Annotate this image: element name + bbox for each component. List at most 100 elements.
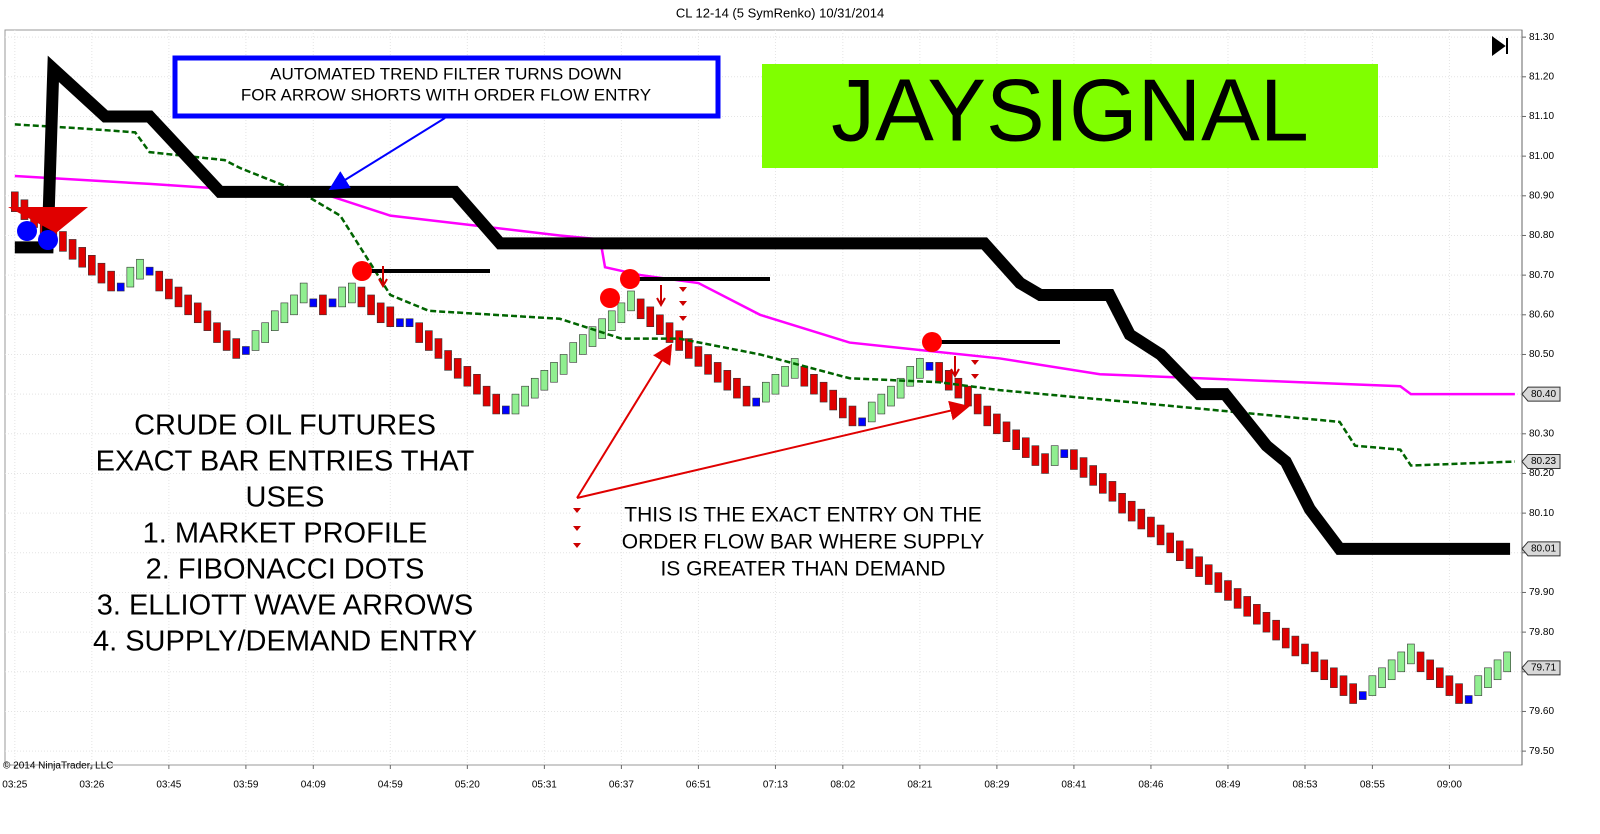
brick	[983, 405, 992, 427]
brick	[1310, 651, 1319, 673]
brick	[906, 366, 915, 387]
brick	[1407, 643, 1415, 665]
brick	[270, 310, 279, 331]
brick	[1291, 635, 1300, 657]
y-tick-label: 80.80	[1529, 230, 1554, 241]
brick	[781, 366, 789, 387]
brick	[78, 247, 87, 268]
brick	[646, 306, 655, 327]
price-tag-label: 79.71	[1531, 662, 1556, 673]
x-tick-label: 05:31	[532, 780, 557, 791]
brick	[1099, 473, 1107, 494]
brick	[155, 270, 164, 292]
y-tick-label: 80.30	[1529, 428, 1554, 439]
profile-dot	[600, 288, 620, 308]
brick	[819, 381, 828, 403]
brick	[579, 334, 587, 355]
brick	[97, 262, 106, 284]
brick	[1021, 437, 1030, 458]
indicator-line	[14, 55, 1511, 555]
brick	[887, 385, 895, 407]
x-tick-label: 03:45	[156, 780, 181, 791]
scroll-end-button[interactable]	[1492, 36, 1508, 56]
note-text: FOR ARROW SHORTS WITH ORDER FLOW ENTRY	[241, 85, 651, 104]
brick	[415, 322, 423, 343]
brick	[338, 286, 346, 308]
brick	[367, 294, 375, 316]
brick	[1137, 508, 1146, 530]
price-tag	[1521, 660, 1561, 676]
y-tick-label: 80.70	[1529, 270, 1554, 281]
brick	[1281, 627, 1290, 649]
brick	[550, 362, 558, 383]
brick	[222, 330, 231, 351]
brick	[348, 282, 356, 304]
y-tick-label: 80.50	[1529, 349, 1554, 360]
brick	[492, 393, 501, 415]
brick	[88, 254, 96, 276]
brick	[174, 286, 183, 308]
brick	[1079, 457, 1088, 478]
brick	[916, 358, 924, 379]
brick	[742, 385, 751, 407]
price-tag	[1521, 541, 1561, 557]
x-tick-label: 07:13	[763, 780, 788, 791]
brick	[116, 282, 125, 292]
note-box	[172, 55, 721, 119]
brick	[1484, 667, 1492, 688]
brick	[319, 294, 327, 316]
brick	[328, 298, 337, 308]
price-tag-label: 80.01	[1531, 543, 1556, 554]
y-tick-label: 80.60	[1529, 309, 1554, 320]
brick	[165, 278, 173, 300]
note-line: 4. SUPPLY/DEMAND ENTRY	[93, 626, 477, 658]
brick	[944, 370, 953, 391]
brick	[242, 346, 250, 355]
x-tick-label: 08:41	[1061, 780, 1086, 791]
x-tick-label: 08:49	[1215, 780, 1240, 791]
brick	[11, 191, 19, 212]
brick	[107, 270, 115, 292]
y-tick-label: 79.50	[1529, 746, 1554, 757]
brick	[530, 377, 539, 399]
brick	[1127, 500, 1136, 522]
brick	[935, 362, 943, 383]
brick	[665, 322, 674, 343]
brick	[752, 397, 760, 407]
profile-dot	[620, 269, 640, 289]
y-tick-label: 80.20	[1529, 468, 1554, 479]
note-line: ORDER FLOW BAR WHERE SUPPLY	[622, 531, 985, 554]
brick	[617, 302, 626, 324]
brick	[867, 401, 876, 423]
brick	[1320, 659, 1329, 681]
fib-dot	[17, 221, 37, 241]
brick	[1041, 453, 1049, 474]
brick	[1387, 659, 1396, 681]
x-tick-label: 08:21	[907, 780, 932, 791]
brick	[733, 377, 741, 399]
brick	[1243, 596, 1252, 617]
entry-arrow	[576, 343, 673, 499]
y-tick-label: 79.90	[1529, 587, 1554, 598]
note-line: IS GREATER THAN DEMAND	[660, 558, 945, 581]
brick	[453, 358, 462, 379]
note-arrow	[328, 117, 446, 191]
brick	[993, 413, 1001, 435]
brick	[193, 302, 202, 324]
entry-note: THIS IS THE EXACT ENTRY ON THE ORDER FLOW…	[622, 504, 985, 581]
brick	[126, 266, 135, 288]
brick	[1012, 429, 1020, 450]
brick	[973, 393, 982, 415]
y-tick-label: 79.60	[1529, 706, 1554, 717]
brick	[1378, 667, 1386, 688]
fib-dot	[38, 230, 58, 250]
brand-box	[762, 64, 1378, 168]
brick	[1464, 695, 1473, 704]
brick	[1426, 659, 1434, 681]
x-tick-label: 03:59	[233, 780, 258, 791]
brick	[502, 405, 510, 415]
brick	[829, 389, 838, 411]
y-tick-label: 81.20	[1529, 71, 1554, 82]
brick	[896, 377, 905, 399]
